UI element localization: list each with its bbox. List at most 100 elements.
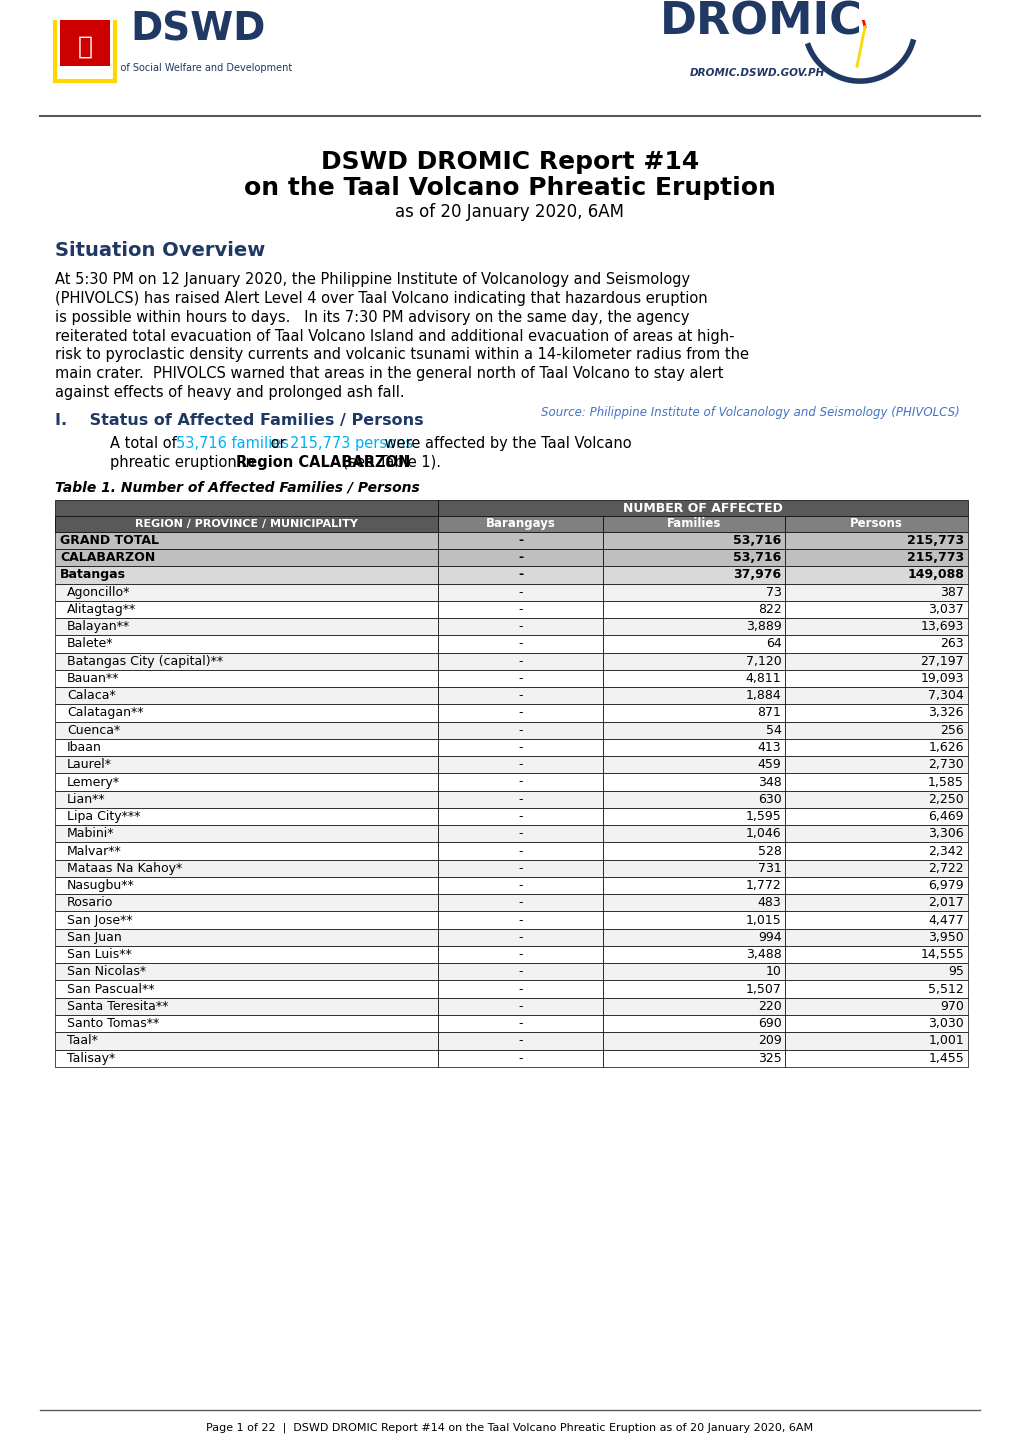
Text: 215,773: 215,773 xyxy=(906,534,963,547)
Bar xyxy=(438,1050,602,1067)
Bar xyxy=(438,686,602,704)
Text: I.    Status of Affected Families / Persons: I. Status of Affected Families / Persons xyxy=(55,414,423,428)
Bar xyxy=(602,549,785,567)
Text: -: - xyxy=(518,724,523,737)
Text: 690: 690 xyxy=(757,1017,781,1030)
Bar xyxy=(785,1032,967,1050)
Text: 53,716: 53,716 xyxy=(733,551,781,564)
Bar xyxy=(438,859,602,877)
Text: Region CALABARZON: Region CALABARZON xyxy=(235,454,410,470)
Bar xyxy=(438,619,602,636)
Bar xyxy=(602,790,785,808)
Bar xyxy=(785,532,967,549)
Text: Nasugbu**: Nasugbu** xyxy=(67,880,135,893)
Bar xyxy=(55,808,438,825)
Bar xyxy=(785,981,967,998)
Text: 387: 387 xyxy=(940,585,963,598)
Text: 53,716 families: 53,716 families xyxy=(176,435,288,451)
Bar xyxy=(55,756,438,773)
Text: were affected by the Taal Volcano: were affected by the Taal Volcano xyxy=(380,435,631,451)
Text: 14,555: 14,555 xyxy=(919,947,963,960)
Bar xyxy=(602,946,785,963)
Bar xyxy=(785,998,967,1015)
Text: 2,730: 2,730 xyxy=(927,758,963,771)
Text: -: - xyxy=(518,932,523,945)
Text: Mabini*: Mabini* xyxy=(67,828,114,841)
Text: Lipa City***: Lipa City*** xyxy=(67,810,141,823)
Bar xyxy=(438,601,602,619)
Bar xyxy=(55,653,438,671)
Text: -: - xyxy=(518,707,523,720)
Text: -: - xyxy=(518,828,523,841)
Text: -: - xyxy=(518,845,523,858)
Text: 994: 994 xyxy=(757,932,781,945)
Text: Batangas City (capital)**: Batangas City (capital)** xyxy=(67,655,223,668)
Bar xyxy=(55,721,438,738)
Text: -: - xyxy=(518,551,523,564)
Text: 3,889: 3,889 xyxy=(745,620,781,633)
Text: -: - xyxy=(518,689,523,702)
Bar xyxy=(602,773,785,790)
Text: Talisay*: Talisay* xyxy=(67,1051,115,1064)
Text: 64: 64 xyxy=(765,637,781,650)
Text: 1,585: 1,585 xyxy=(927,776,963,789)
Text: Taal*: Taal* xyxy=(67,1034,98,1047)
Bar xyxy=(60,17,110,66)
Bar xyxy=(55,773,438,790)
Bar xyxy=(55,619,438,636)
Text: (PHIVOLCS) has raised Alert Level 4 over Taal Volcano indicating that hazardous : (PHIVOLCS) has raised Alert Level 4 over… xyxy=(55,291,707,306)
Text: -: - xyxy=(518,568,523,581)
Bar xyxy=(785,1050,967,1067)
Bar xyxy=(438,567,602,584)
Bar xyxy=(55,842,438,859)
Text: main crater.  PHIVOLCS warned that areas in the general north of Taal Volcano to: main crater. PHIVOLCS warned that areas … xyxy=(55,366,722,381)
Bar xyxy=(438,998,602,1015)
Text: Cuenca*: Cuenca* xyxy=(67,724,120,737)
Text: Barangays: Barangays xyxy=(485,518,555,531)
Text: -: - xyxy=(518,810,523,823)
Bar xyxy=(55,929,438,946)
Bar xyxy=(602,859,785,877)
Text: 215,773 persons: 215,773 persons xyxy=(289,435,413,451)
Text: Persons: Persons xyxy=(850,518,902,531)
Bar xyxy=(602,704,785,721)
Bar xyxy=(785,911,967,929)
Text: 54: 54 xyxy=(765,724,781,737)
Text: San Nicolas*: San Nicolas* xyxy=(67,965,146,978)
Bar xyxy=(785,825,967,842)
Text: 483: 483 xyxy=(757,897,781,910)
Bar xyxy=(55,894,438,911)
Text: 209: 209 xyxy=(757,1034,781,1047)
Bar xyxy=(602,998,785,1015)
Bar xyxy=(438,911,602,929)
Bar xyxy=(438,653,602,671)
Text: -: - xyxy=(518,999,523,1012)
Bar xyxy=(602,1015,785,1032)
Bar xyxy=(602,877,785,894)
Bar xyxy=(785,946,967,963)
Bar xyxy=(55,12,115,81)
Bar xyxy=(602,929,785,946)
Bar xyxy=(438,500,967,516)
Text: 95: 95 xyxy=(948,965,963,978)
Text: Bauan**: Bauan** xyxy=(67,672,119,685)
Text: 3,306: 3,306 xyxy=(927,828,963,841)
Text: -: - xyxy=(518,965,523,978)
Text: 3,488: 3,488 xyxy=(745,947,781,960)
Text: -: - xyxy=(518,534,523,547)
Text: -: - xyxy=(518,603,523,616)
Bar xyxy=(55,671,438,686)
Text: 2,250: 2,250 xyxy=(927,793,963,806)
Bar xyxy=(438,532,602,549)
Text: 5,512: 5,512 xyxy=(927,982,963,995)
Text: 1,455: 1,455 xyxy=(927,1051,963,1064)
Bar xyxy=(55,738,438,756)
Bar xyxy=(602,653,785,671)
Bar xyxy=(55,963,438,981)
Text: 2,017: 2,017 xyxy=(927,897,963,910)
Bar xyxy=(785,842,967,859)
Text: Malvar**: Malvar** xyxy=(67,845,121,858)
Bar xyxy=(438,721,602,738)
Text: San Luis**: San Luis** xyxy=(67,947,131,960)
Bar xyxy=(55,790,438,808)
